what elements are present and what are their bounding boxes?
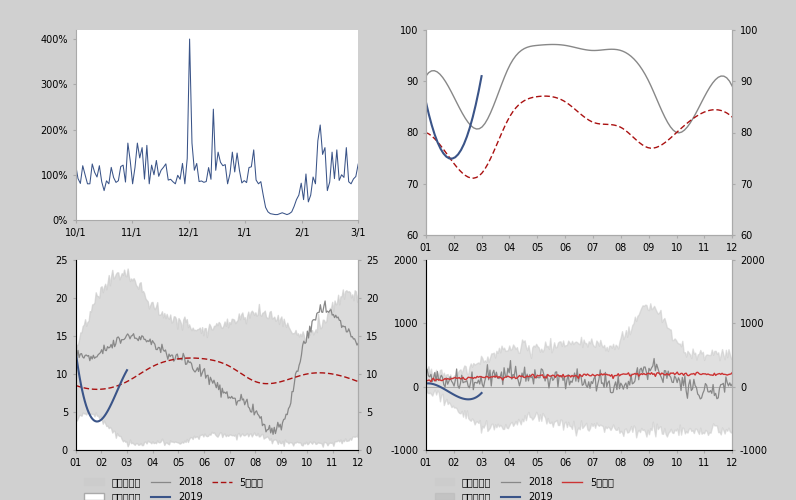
Legend: 区间最大值, 区间最小值, 2018, 2019, 5年平均: 区间最大值, 区间最小值, 2018, 2019, 5年平均 bbox=[80, 474, 267, 500]
Legend: 2019, 2018, 5年平均: 2019, 2018, 5年平均 bbox=[431, 258, 617, 275]
Legend: 区间最大值, 区间最小值, 2018, 2019, 5年平均: 区间最大值, 区间最小值, 2018, 2019, 5年平均 bbox=[431, 474, 618, 500]
